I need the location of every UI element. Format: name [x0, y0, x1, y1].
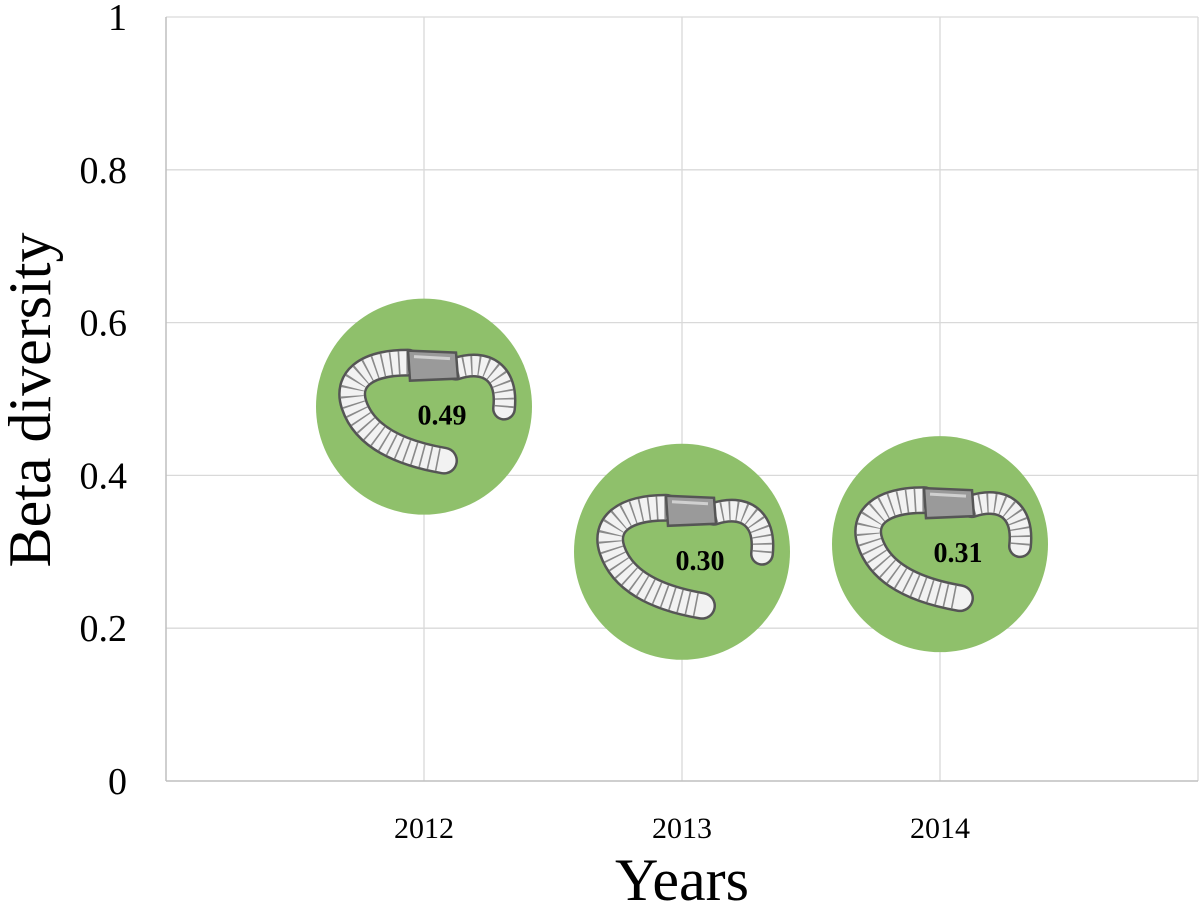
data-point-2014: 0.31 [832, 436, 1048, 653]
axes [165, 17, 1198, 782]
data-label: 0.49 [418, 401, 467, 432]
x-tick-label: 2013 [652, 812, 712, 845]
y-tick-label: 0.4 [80, 455, 128, 497]
data-point-2012: 0.49 [316, 298, 532, 515]
data-marker [316, 298, 532, 515]
data-marker [832, 436, 1048, 653]
x-tick-label: 2012 [394, 812, 454, 845]
data-points: 0.49 0.30 0.31 [316, 298, 1048, 660]
x-tick-label: 2014 [910, 812, 970, 845]
x-axis-label: Years [615, 847, 749, 913]
y-tick-label: 1 [108, 0, 127, 39]
y-tick-label: 0.8 [80, 150, 128, 192]
y-tick-label: 0.6 [80, 303, 128, 345]
data-point-2013: 0.30 [574, 443, 790, 660]
data-label: 0.30 [676, 546, 725, 577]
y-tick-label: 0 [108, 761, 127, 803]
gridlines [166, 16, 1199, 781]
y-tick-label: 0.2 [80, 608, 128, 650]
data-marker [574, 443, 790, 660]
y-tick-labels: 0 0.2 0.4 0.6 0.8 1 [80, 0, 128, 803]
data-label: 0.31 [934, 538, 983, 569]
x-tick-labels: 2012 2013 2014 [394, 812, 970, 845]
y-axis-label: Beta diversity [0, 233, 63, 568]
